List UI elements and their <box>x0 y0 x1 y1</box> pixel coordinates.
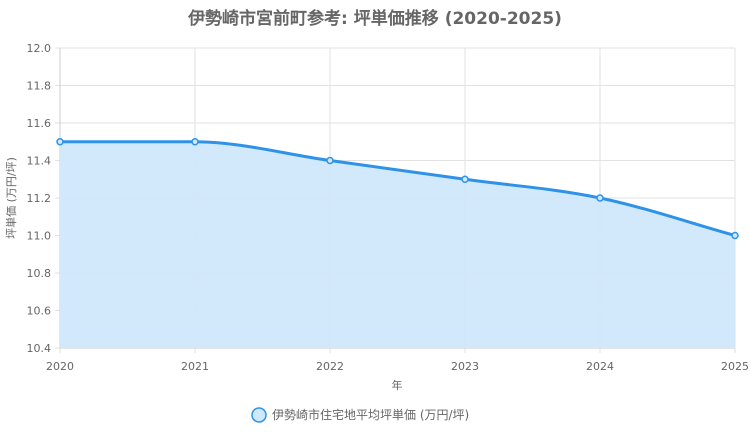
series-area-fill <box>60 141 735 348</box>
y-tick-label: 10.6 <box>27 305 52 318</box>
y-axis-label: 坪単価 (万円/坪) <box>4 157 18 239</box>
y-tick-label: 11.8 <box>27 80 52 93</box>
legend-swatch[interactable] <box>251 407 267 423</box>
x-tick-label: 2023 <box>451 360 479 373</box>
data-point-2022[interactable] <box>326 156 334 165</box>
y-tick-label: 12.0 <box>27 42 52 55</box>
legend[interactable]: 伊勢崎市住宅地平均坪単価 (万円/坪) <box>251 407 469 423</box>
y-tick-label: 10.4 <box>27 342 52 355</box>
y-tick-label: 11.4 <box>27 155 52 168</box>
y-tick-label: 11.6 <box>27 117 52 130</box>
x-tick-label: 2020 <box>46 360 74 373</box>
y-tick-label: 11.0 <box>27 230 52 243</box>
x-tick-label: 2024 <box>586 360 614 373</box>
data-point-2024[interactable] <box>596 194 604 202</box>
x-tick-label: 2025 <box>721 360 749 373</box>
series-points <box>56 138 739 240</box>
data-point-2023[interactable] <box>461 175 469 183</box>
y-axis-ticks: 12.0 11.8 11.6 11.4 11.2 11.0 10.8 10.6 10.4 <box>27 42 52 355</box>
x-axis-ticks: 2020 2021 2022 2023 2024 2025 <box>46 360 749 373</box>
series-line <box>60 140 736 237</box>
data-point-2025[interactable] <box>731 231 739 240</box>
x-tick-label: 2021 <box>181 360 209 373</box>
data-point-2021[interactable] <box>191 138 199 146</box>
y-tick-label: 11.2 <box>27 192 52 205</box>
series-line-group <box>60 140 736 237</box>
x-axis-label: 年 <box>392 378 403 392</box>
chart-title: 伊勢崎市宮前町参考: 坪単価推移 (2020-2025) <box>187 8 562 29</box>
data-point-2020[interactable] <box>56 138 64 146</box>
series-area <box>60 141 735 348</box>
y-tick-label: 10.8 <box>27 267 52 280</box>
x-tick-label: 2022 <box>316 360 344 373</box>
legend-label[interactable]: 伊勢崎市住宅地平均坪単価 (万円/坪) <box>272 407 469 422</box>
